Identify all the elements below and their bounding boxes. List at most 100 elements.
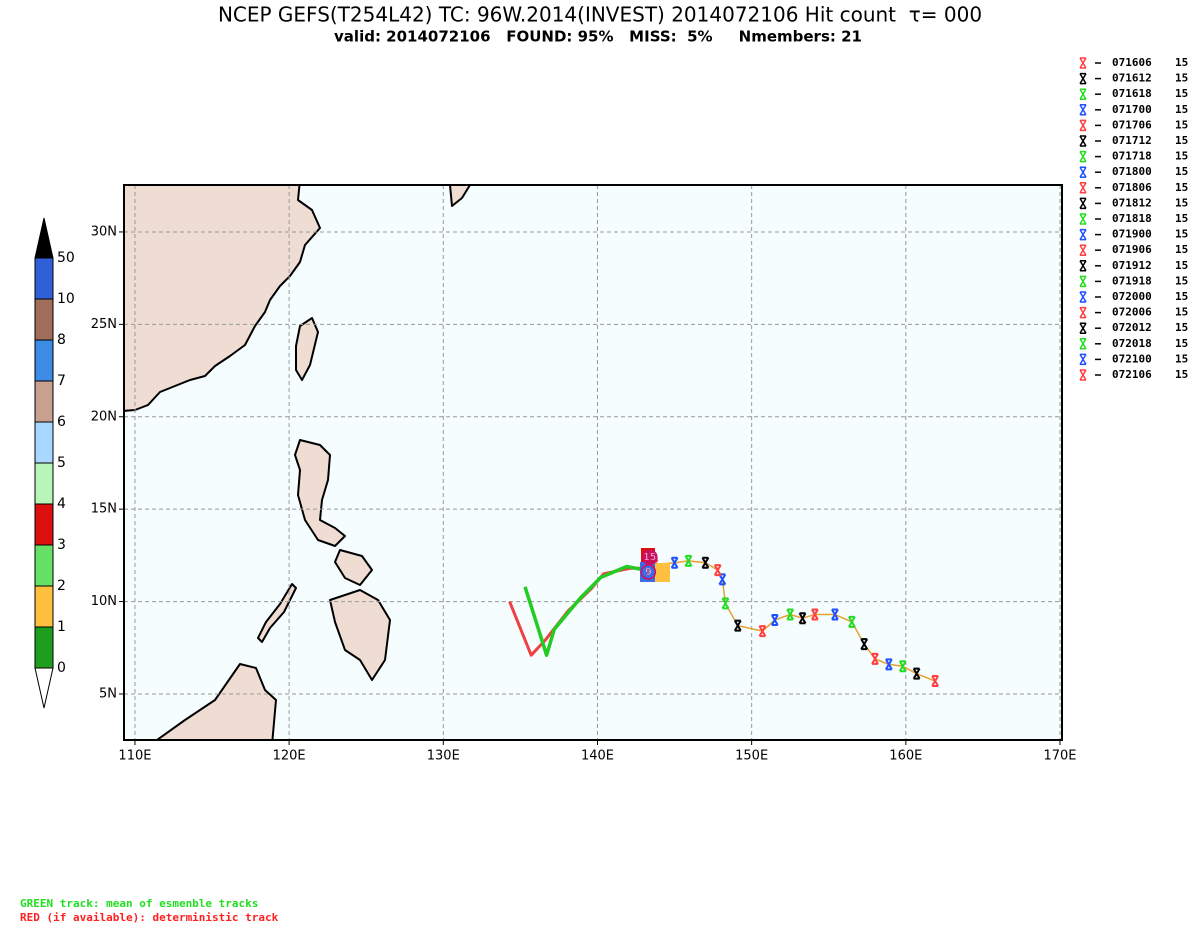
- track-marker: [758, 625, 767, 638]
- legend-time: 071718: [1112, 150, 1152, 163]
- legend-time: 072000: [1112, 290, 1152, 303]
- land-luzon: [294, 439, 346, 547]
- y-tick-label: 20N: [91, 409, 117, 424]
- legend-marker: [1079, 306, 1087, 319]
- legend-time: 071606: [1112, 56, 1152, 69]
- legend-time: 071612: [1112, 72, 1152, 85]
- chart-title: NCEP GEFS(T254L42) TC: 96W.2014(INVEST) …: [218, 3, 982, 27]
- legend-count: 15: [1175, 165, 1188, 178]
- legend-count: 15: [1175, 352, 1188, 365]
- grid: [124, 185, 1062, 740]
- colorbar-label: 50: [57, 250, 75, 266]
- legend-marker: [1079, 353, 1087, 366]
- legend-marker: [1079, 57, 1087, 69]
- colorbar: 0 1 2 3 4 5 6 7 8 10 50: [34, 217, 75, 709]
- hit-box: [655, 563, 670, 582]
- note: GREEN track: mean of esmenble tracks: [20, 897, 258, 910]
- legend-count: 15: [1175, 118, 1188, 131]
- legend-marker: [1079, 104, 1087, 116]
- y-tick-label: 25N: [91, 317, 117, 332]
- x-tick-label: 120E: [273, 749, 306, 764]
- track-marker: [733, 619, 742, 632]
- colorbar-label: 2: [57, 578, 66, 594]
- colorbar-label: 3: [57, 537, 66, 553]
- legend-marker: [1079, 182, 1087, 194]
- legend-marker: [1079, 228, 1087, 241]
- legend-time: 071918: [1112, 274, 1152, 287]
- colorbar-box: [34, 585, 54, 628]
- legend-marker: [1079, 119, 1087, 132]
- land: [124, 185, 471, 740]
- colorbar-label: 10: [57, 291, 75, 307]
- legend-count: 15: [1175, 181, 1188, 194]
- legend-count: 15: [1175, 150, 1188, 163]
- track-marker: [670, 556, 679, 569]
- legend-time: 071618: [1112, 87, 1152, 100]
- legend-time: 071800: [1112, 165, 1152, 178]
- colorbar-box: [34, 298, 54, 341]
- track-marker: [798, 612, 807, 625]
- legend-marker: [1079, 166, 1087, 178]
- legend-marker: [1079, 244, 1087, 256]
- legend-marker: [1079, 135, 1087, 147]
- hit-labels: 159: [640, 549, 658, 580]
- track-marker: [912, 667, 921, 680]
- colorbar-label: 6: [57, 414, 66, 430]
- legend-time: 072106: [1112, 368, 1152, 381]
- track-marker: [848, 615, 856, 628]
- colorbar-box: [34, 462, 54, 505]
- legend-count: 15: [1175, 87, 1188, 100]
- land-palawan: [257, 583, 297, 643]
- legend-count: 15: [1175, 56, 1188, 69]
- colorbar-over: [34, 217, 54, 259]
- legend-count: 15: [1175, 243, 1188, 256]
- colorbar-box: [34, 626, 54, 669]
- legend-time: 071712: [1112, 134, 1152, 147]
- track-marker: [718, 573, 727, 586]
- legend-count: 15: [1175, 103, 1188, 116]
- legend-count: 15: [1175, 134, 1188, 147]
- track-marker: [811, 608, 819, 621]
- legend-marker: [1079, 72, 1087, 85]
- notes: GREEN track: mean of esmenble tracksRED …: [20, 897, 279, 924]
- plot-frame: [123, 184, 1063, 741]
- legend-count: 15: [1175, 290, 1188, 303]
- hit-circle: [642, 549, 658, 565]
- land-taiwan: [295, 317, 319, 381]
- hit-label: 9: [645, 567, 651, 578]
- legend-marker: [1079, 369, 1087, 381]
- colorbar-box: [34, 503, 54, 546]
- legend-time: 071706: [1112, 118, 1152, 131]
- colorbar-label: 8: [57, 332, 66, 348]
- legend-time: 071812: [1112, 196, 1152, 209]
- colorbar-under: [34, 667, 54, 709]
- legend-marker: [1079, 88, 1087, 100]
- legend-marker: [1079, 291, 1087, 303]
- legend-count: 15: [1175, 212, 1188, 225]
- legend-time: 072100: [1112, 352, 1152, 365]
- legend-marker: [1079, 260, 1087, 272]
- track-marker: [931, 675, 939, 688]
- legend-marker: [1079, 150, 1087, 163]
- track-marker: [831, 608, 839, 621]
- legend-count: 15: [1175, 196, 1188, 209]
- y-tick-label: 10N: [91, 594, 117, 609]
- legend-marker: [1079, 213, 1087, 225]
- legend-marker: [1079, 338, 1087, 350]
- legend-time: 071700: [1112, 103, 1152, 116]
- legend-count: 15: [1175, 72, 1188, 85]
- track-marker: [786, 608, 795, 621]
- legend-count: 15: [1175, 321, 1188, 334]
- legend-count: 15: [1175, 274, 1188, 287]
- colorbar-box: [34, 544, 54, 587]
- legend-time: 071912: [1112, 259, 1152, 272]
- y-tick-label: 30N: [91, 224, 117, 239]
- track-marker: [684, 554, 693, 567]
- axes: 110E 120E 130E 140E 150E 160E 170E 5N 10N 15N 20N 2…: [91, 224, 1077, 763]
- legend-time: 071900: [1112, 228, 1152, 241]
- legend-time: 071818: [1112, 212, 1152, 225]
- legend-time: 071806: [1112, 181, 1152, 194]
- legend-time: 072012: [1112, 321, 1152, 334]
- track-marker: [770, 614, 779, 627]
- colorbar-label: 7: [57, 373, 66, 389]
